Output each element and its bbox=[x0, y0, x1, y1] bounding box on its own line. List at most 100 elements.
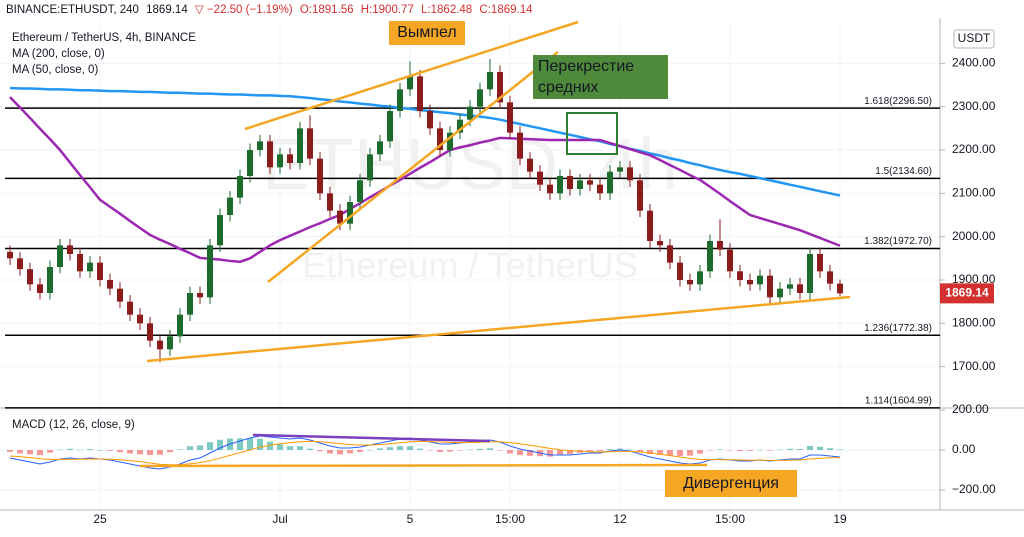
macd-hist bbox=[297, 446, 303, 450]
currency-box bbox=[953, 29, 995, 49]
candle-body bbox=[787, 284, 793, 289]
candle-body bbox=[307, 128, 313, 159]
symbol: BINANCE:ETHUSDT, 240 bbox=[6, 4, 139, 16]
macd-hist bbox=[777, 449, 783, 451]
macd-hist bbox=[547, 450, 553, 457]
candle-body bbox=[427, 111, 433, 129]
macd-hist bbox=[157, 450, 163, 455]
ohlc-close: C:1869.14 bbox=[479, 4, 533, 16]
macd-hist bbox=[827, 448, 833, 450]
candle-body bbox=[347, 202, 353, 224]
macd-hist bbox=[217, 439, 223, 450]
candle-body bbox=[397, 89, 403, 111]
level-label: 1.236(1772.38) bbox=[864, 323, 932, 334]
candle-body bbox=[767, 275, 773, 298]
candle-body bbox=[367, 154, 373, 181]
candle-body bbox=[17, 258, 23, 270]
candle-body bbox=[97, 262, 103, 280]
candle-body bbox=[557, 176, 563, 194]
candle-body bbox=[747, 280, 753, 285]
candle-body bbox=[107, 280, 113, 289]
candle-body bbox=[357, 180, 363, 202]
candle-body bbox=[517, 132, 523, 159]
candle-body bbox=[587, 180, 593, 185]
candle-body bbox=[757, 275, 763, 285]
macd-hist bbox=[267, 441, 273, 450]
macd-hist bbox=[107, 450, 113, 451]
candle-body bbox=[387, 111, 393, 142]
candle-body bbox=[477, 89, 483, 107]
macd-hist bbox=[137, 450, 143, 455]
macd-hist bbox=[177, 449, 183, 450]
macd-hist bbox=[67, 448, 73, 450]
trend-line bbox=[244, 20, 579, 131]
macd-hist bbox=[757, 449, 763, 451]
candle-body bbox=[417, 76, 423, 111]
macd-hist bbox=[377, 448, 383, 450]
candle-body bbox=[227, 197, 233, 215]
candle-body bbox=[617, 167, 623, 172]
trend-line bbox=[252, 433, 491, 443]
candle-body bbox=[547, 184, 553, 194]
macd-hist bbox=[57, 449, 63, 451]
last-price: 1869.14 bbox=[146, 4, 188, 16]
macd-hist bbox=[737, 450, 743, 451]
macd-hist bbox=[147, 450, 153, 455]
macd-hist bbox=[787, 448, 793, 450]
macd-hist bbox=[677, 450, 683, 456]
candle-body bbox=[337, 210, 343, 224]
candle-body bbox=[377, 141, 383, 155]
candle-body bbox=[127, 301, 133, 315]
macd-hist bbox=[257, 438, 263, 450]
macd-hist bbox=[97, 450, 103, 451]
candle-body bbox=[277, 154, 283, 168]
candle-body bbox=[467, 106, 473, 120]
macd-hist bbox=[407, 446, 413, 450]
macd-hist bbox=[347, 450, 353, 454]
level-label: 1.618(2296.50) bbox=[864, 96, 932, 107]
macd-hist bbox=[657, 450, 663, 455]
macd-hist bbox=[167, 450, 173, 453]
level-label: 1.114(1604.99) bbox=[865, 395, 932, 406]
macd-hist bbox=[637, 450, 643, 452]
cross-box bbox=[566, 112, 618, 155]
macd-hist bbox=[477, 448, 483, 450]
macd-hist bbox=[357, 450, 363, 452]
macd-hist bbox=[807, 446, 813, 450]
candle-body bbox=[137, 314, 143, 324]
x-tick-label: Jul bbox=[272, 512, 287, 526]
macd-hist bbox=[497, 450, 503, 451]
macd-hist bbox=[717, 449, 723, 450]
candle-body bbox=[737, 271, 743, 280]
macd-hist bbox=[747, 450, 753, 451]
legend-entry: MA (200, close, 0) bbox=[12, 48, 105, 60]
y-tick-label: −200.00 bbox=[952, 482, 996, 496]
candle-body bbox=[77, 254, 83, 272]
x-tick-label: 15:00 bbox=[715, 512, 745, 526]
candle-body bbox=[117, 288, 123, 302]
candle-body bbox=[7, 251, 13, 259]
macd-hist bbox=[17, 450, 23, 454]
level-label: 1.5(2134.60) bbox=[875, 166, 932, 177]
macd-hist bbox=[467, 449, 473, 451]
macd-hist bbox=[37, 450, 43, 456]
candle-body bbox=[807, 254, 813, 293]
candle-body bbox=[687, 280, 693, 285]
candle-body bbox=[497, 72, 503, 103]
candle-body bbox=[697, 271, 703, 285]
macd-hist bbox=[27, 450, 33, 455]
y-tick-label: 2000.00 bbox=[952, 229, 996, 243]
macd-hist bbox=[507, 450, 513, 454]
candle-body bbox=[47, 267, 53, 293]
candle-body bbox=[727, 249, 733, 272]
candle-body bbox=[167, 336, 173, 350]
macd-hist bbox=[487, 448, 493, 450]
candle-body bbox=[647, 210, 653, 241]
candle-body bbox=[457, 119, 463, 133]
x-tick-label: 5 bbox=[407, 512, 414, 526]
macd-hist bbox=[87, 449, 93, 450]
macd-hist bbox=[607, 449, 613, 450]
candle-body bbox=[67, 245, 73, 254]
candle-body bbox=[507, 102, 513, 133]
macd-hist bbox=[597, 450, 603, 451]
